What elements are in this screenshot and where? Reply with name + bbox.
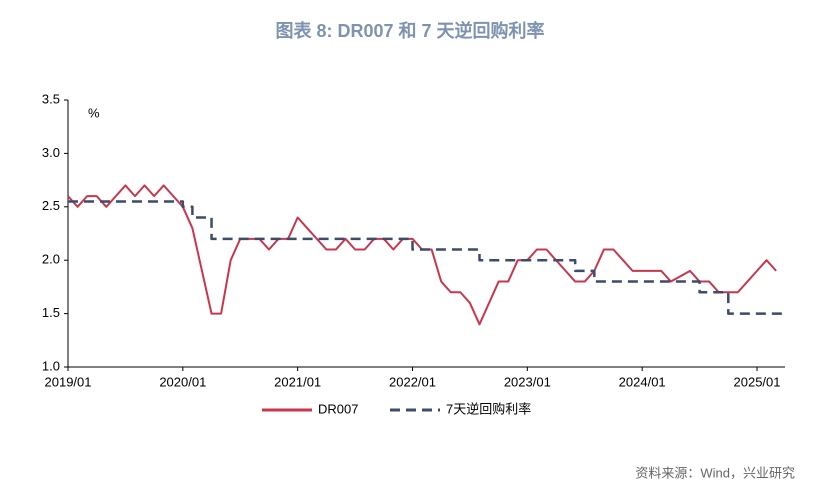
x-tick-label: 2021/01 [274, 374, 321, 389]
x-tick-label: 2019/01 [45, 374, 92, 389]
x-tick-label: 2020/01 [159, 374, 206, 389]
legend-label: 7天逆回购利率 [446, 401, 531, 416]
x-tick-label: 2023/01 [504, 374, 551, 389]
y-tick-label: 3.0 [42, 145, 60, 160]
chart-title: 图表 8: DR007 和 7 天逆回购利率 [275, 20, 544, 41]
y-unit: % [88, 105, 100, 120]
legend-label: DR007 [318, 401, 358, 416]
y-tick-label: 2.5 [42, 198, 60, 213]
y-tick-label: 3.5 [42, 91, 60, 106]
x-tick-label: 2025/01 [734, 374, 781, 389]
y-tick-label: 1.5 [42, 305, 60, 320]
x-tick-label: 2024/01 [619, 374, 666, 389]
series-line [67, 184, 777, 326]
y-tick-label: 1.0 [42, 358, 60, 373]
y-tick-label: 2.0 [42, 252, 60, 267]
x-tick-label: 2022/01 [389, 374, 436, 389]
series-line [68, 200, 786, 315]
source: 资料来源：Wind，兴业研究 [635, 465, 795, 480]
